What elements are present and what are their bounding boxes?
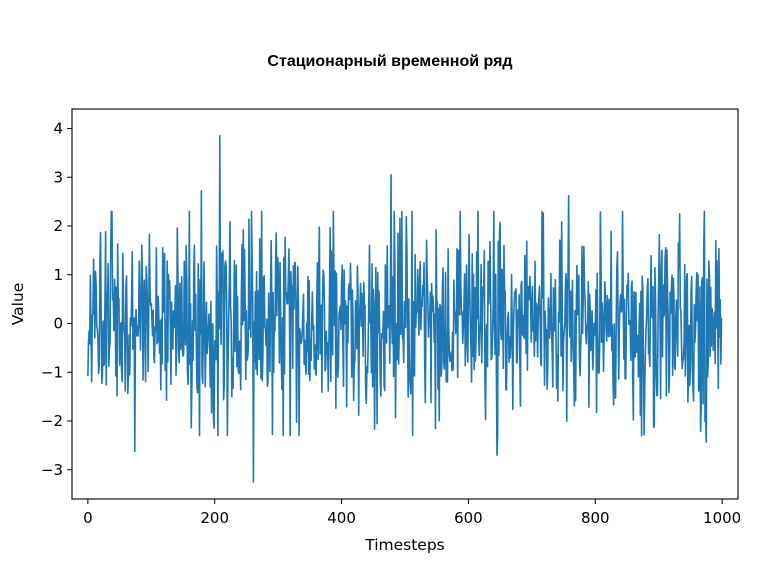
y-tick-label: 3 [53, 168, 63, 186]
x-tick-label: 200 [200, 509, 229, 527]
y-tick-label: 1 [53, 266, 63, 284]
x-axis: 0 200 400 600 800 1000 [83, 499, 741, 527]
series-line [87, 135, 723, 483]
x-tick-label: 0 [83, 509, 93, 527]
x-tick-label: 800 [581, 509, 610, 527]
y-tick-label: 4 [53, 120, 63, 138]
x-axis-label: Timesteps [364, 536, 445, 554]
x-tick-label: 400 [327, 509, 356, 527]
y-tick-label: 2 [53, 217, 63, 235]
y-tick-label: 0 [53, 315, 63, 333]
plot-frame [71, 108, 739, 500]
y-tick-label: −3 [41, 461, 63, 479]
y-axis: −3 −2 −1 0 1 2 3 4 [41, 120, 72, 479]
chart-title: Стационарный временной ряд [267, 53, 512, 70]
y-tick-label: −1 [41, 363, 63, 381]
y-axis-label: Value [9, 283, 27, 326]
y-tick-label: −2 [41, 412, 63, 430]
x-tick-label: 600 [454, 509, 483, 527]
x-tick-label: 1000 [703, 509, 741, 527]
plot-area [87, 135, 723, 483]
